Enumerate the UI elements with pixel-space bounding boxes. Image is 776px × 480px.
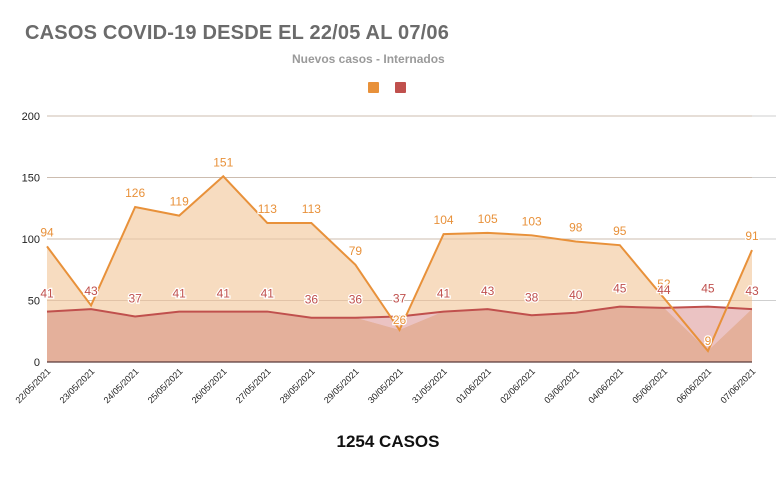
internados-value-label: 41 <box>261 287 275 301</box>
internados-value-label: 45 <box>613 282 627 296</box>
internados-value-label: 41 <box>217 287 231 301</box>
x-tick-label: 24/05/2021 <box>102 366 141 405</box>
internados-value-label: 36 <box>349 293 363 307</box>
internados-value-label: 36 <box>305 293 319 307</box>
x-tick-label: 29/05/2021 <box>322 366 361 405</box>
internados-value-label: 41 <box>40 287 54 301</box>
internados-value-label: 41 <box>173 287 187 301</box>
x-tick-label: 30/05/2021 <box>366 366 405 405</box>
x-tick-label: 25/05/2021 <box>146 366 185 405</box>
y-tick-label: 0 <box>34 357 40 369</box>
nuevos-casos-value-label: 95 <box>613 224 627 238</box>
nuevos-casos-value-label: 113 <box>258 202 277 216</box>
internados-value-label: 37 <box>393 291 407 305</box>
data-labels: 94 46 126 119 151 113 113 79 26 104 105 103 98 95 52 9 9… <box>39 154 760 349</box>
x-tick-label: 05/06/2021 <box>630 366 669 405</box>
internados-value-label: 44 <box>657 283 671 297</box>
internados-value-label: 43 <box>745 284 759 298</box>
nuevos-casos-value-label: 26 <box>393 313 407 327</box>
nuevos-casos-value-label: 105 <box>478 212 498 226</box>
nuevos-casos-value-label: 103 <box>522 214 542 228</box>
nuevos-casos-line <box>46 174 753 353</box>
nuevos-casos-value-label: 113 <box>302 202 321 216</box>
x-tick-label: 02/06/2021 <box>498 366 537 405</box>
total-cases-label: 1254 CASOS <box>336 432 440 451</box>
x-tick-label: 03/06/2021 <box>542 366 581 405</box>
y-axis: 0 50 100 150 200 <box>22 111 40 369</box>
nuevos-casos-value-label: 52 <box>657 277 671 291</box>
chart-subtitle: Nuevos casos - Internados <box>292 52 445 66</box>
nuevos-casos-value-label: 94 <box>40 225 54 239</box>
internados-value-label: 37 <box>128 291 142 305</box>
legend-swatch-nuevos-casos[interactable] <box>368 82 379 93</box>
x-tick-label: 31/05/2021 <box>410 366 449 405</box>
x-tick-label: 23/05/2021 <box>58 366 97 405</box>
legend-swatch-internados[interactable] <box>395 82 406 93</box>
x-tick-label: 26/05/2021 <box>190 366 229 405</box>
nuevos-casos-value-label: 9 <box>705 334 712 348</box>
y-tick-label: 50 <box>28 296 40 308</box>
internados-value-label: 43 <box>84 284 98 298</box>
chart-areas <box>46 115 753 363</box>
y-tick-label: 200 <box>22 111 40 123</box>
internados-value-label: 38 <box>525 290 539 304</box>
nuevos-casos-value-label: 79 <box>349 244 363 258</box>
chart-title: CASOS COVID-19 DESDE EL 22/05 AL 07/06 <box>25 22 450 44</box>
nuevos-casos-value-label: 151 <box>213 155 233 169</box>
chart-legend <box>368 82 406 93</box>
x-tick-label: 22/05/2021 <box>13 366 52 405</box>
nuevos-casos-value-label: 98 <box>569 220 583 234</box>
x-axis: 22/05/2021 23/05/2021 24/05/2021 25/05/2021… <box>13 366 757 405</box>
x-tick-label: 01/06/2021 <box>454 366 493 405</box>
internados-line <box>46 305 753 319</box>
nuevos-casos-value-label: 91 <box>745 229 759 243</box>
x-tick-label: 06/06/2021 <box>674 366 713 405</box>
nuevos-casos-value-label: 104 <box>434 213 454 227</box>
x-tick-label: 28/05/2021 <box>278 366 317 405</box>
internados-value-label: 45 <box>701 282 715 296</box>
y-tick-label: 150 <box>22 173 40 185</box>
x-tick-label: 27/05/2021 <box>234 366 273 405</box>
nuevos-casos-value-label: 46 <box>84 284 98 298</box>
internados-value-label: 43 <box>481 284 495 298</box>
internados-base-area <box>47 306 752 362</box>
x-tick-label: 07/06/2021 <box>718 366 757 405</box>
internados-value-label: 40 <box>569 288 583 302</box>
internados-value-label: 41 <box>437 287 451 301</box>
nuevos-casos-value-label: 126 <box>125 186 145 200</box>
y-tick-label: 100 <box>22 234 40 246</box>
nuevos-casos-value-label: 119 <box>170 195 189 209</box>
x-tick-label: 04/06/2021 <box>586 366 625 405</box>
